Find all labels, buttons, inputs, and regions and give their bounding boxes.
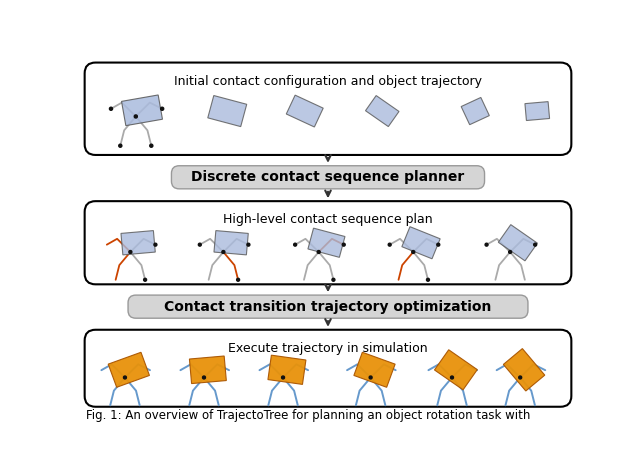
Polygon shape bbox=[354, 352, 395, 387]
FancyBboxPatch shape bbox=[84, 63, 572, 155]
Circle shape bbox=[369, 376, 372, 379]
Circle shape bbox=[119, 144, 122, 147]
Circle shape bbox=[222, 251, 225, 253]
Circle shape bbox=[388, 243, 391, 246]
Circle shape bbox=[317, 251, 320, 253]
Polygon shape bbox=[214, 231, 248, 255]
Circle shape bbox=[412, 251, 415, 253]
Circle shape bbox=[451, 376, 454, 379]
Polygon shape bbox=[268, 355, 306, 384]
Circle shape bbox=[342, 243, 345, 246]
Circle shape bbox=[237, 278, 239, 281]
Circle shape bbox=[282, 376, 285, 379]
Circle shape bbox=[294, 243, 296, 246]
Polygon shape bbox=[461, 97, 490, 125]
FancyBboxPatch shape bbox=[128, 295, 528, 318]
Circle shape bbox=[534, 243, 536, 246]
Circle shape bbox=[437, 243, 440, 246]
FancyBboxPatch shape bbox=[84, 330, 572, 407]
Polygon shape bbox=[208, 95, 247, 126]
Circle shape bbox=[129, 251, 132, 253]
Circle shape bbox=[509, 251, 511, 253]
Circle shape bbox=[150, 144, 153, 147]
Circle shape bbox=[426, 278, 429, 281]
Polygon shape bbox=[122, 95, 163, 125]
Polygon shape bbox=[499, 225, 538, 261]
Text: Fig. 1: An overview of TrajectoTree for planning an object rotation task with: Fig. 1: An overview of TrajectoTree for … bbox=[86, 409, 531, 422]
Polygon shape bbox=[402, 227, 440, 259]
Polygon shape bbox=[308, 228, 345, 258]
Polygon shape bbox=[365, 95, 399, 126]
Polygon shape bbox=[121, 231, 156, 255]
Circle shape bbox=[519, 376, 522, 379]
Circle shape bbox=[332, 278, 335, 281]
FancyBboxPatch shape bbox=[84, 201, 572, 284]
Circle shape bbox=[124, 376, 127, 379]
Circle shape bbox=[161, 107, 164, 110]
Circle shape bbox=[247, 243, 250, 246]
Text: Discrete contact sequence planner: Discrete contact sequence planner bbox=[191, 170, 465, 184]
FancyBboxPatch shape bbox=[172, 166, 484, 189]
Polygon shape bbox=[525, 102, 550, 120]
Polygon shape bbox=[504, 349, 545, 391]
Circle shape bbox=[143, 278, 147, 281]
Polygon shape bbox=[286, 95, 323, 127]
Circle shape bbox=[154, 243, 157, 246]
Circle shape bbox=[134, 115, 138, 118]
Circle shape bbox=[198, 243, 202, 246]
Polygon shape bbox=[108, 352, 150, 387]
Text: Execute trajectory in simulation: Execute trajectory in simulation bbox=[228, 342, 428, 355]
Text: High-level contact sequence plan: High-level contact sequence plan bbox=[223, 213, 433, 227]
Text: Initial contact configuration and object trajectory: Initial contact configuration and object… bbox=[174, 75, 482, 88]
Polygon shape bbox=[435, 350, 477, 390]
Circle shape bbox=[202, 376, 205, 379]
Circle shape bbox=[485, 243, 488, 246]
Circle shape bbox=[109, 107, 113, 110]
Text: Contact transition trajectory optimization: Contact transition trajectory optimizati… bbox=[164, 300, 492, 313]
Polygon shape bbox=[189, 356, 227, 384]
